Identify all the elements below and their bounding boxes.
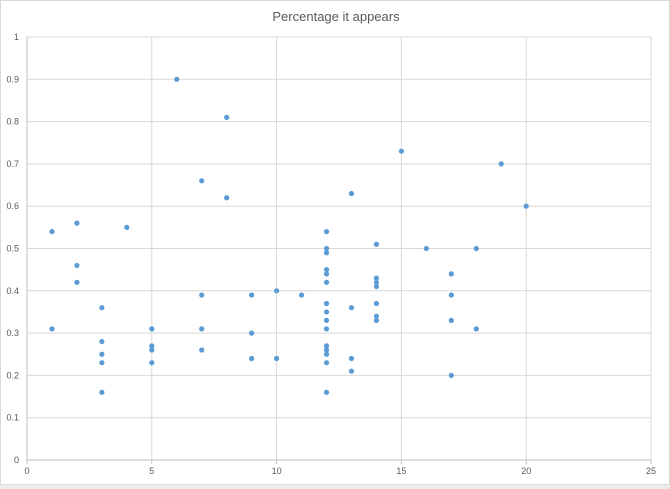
y-tick-label: 0.5: [6, 244, 19, 254]
data-point: [274, 355, 280, 362]
data-point: [323, 267, 330, 273]
data-point: [348, 355, 355, 362]
data-point: [149, 326, 155, 332]
data-point: [149, 343, 155, 349]
data-point: [323, 228, 330, 235]
y-axis-ticks: 0 0.1 0.2 0.3 0.4 0.5 0.6 0.7 0.8 0.9 1: [6, 32, 19, 465]
y-tick-label: 0.8: [6, 117, 19, 127]
data-point: [99, 389, 105, 395]
data-point: [473, 326, 479, 332]
y-tick-label: 0.4: [6, 286, 19, 296]
y-tick-label: 1: [14, 32, 19, 42]
data-point: [298, 292, 305, 298]
gridlines: [27, 36, 652, 460]
data-point: [323, 300, 330, 307]
y-tick-label: 0.2: [6, 370, 19, 380]
data-point: [448, 271, 454, 277]
x-tick-label: 0: [24, 466, 29, 476]
data-point: [323, 351, 330, 357]
data-point: [373, 283, 380, 290]
data-point: [348, 305, 355, 311]
y-tick-label: 0.9: [6, 74, 19, 84]
data-point: [99, 360, 105, 366]
data-point: [498, 161, 504, 167]
data-point: [49, 326, 55, 332]
data-point: [74, 220, 80, 226]
data-point: [323, 279, 330, 285]
data-point: [348, 368, 355, 374]
data-point: [323, 271, 330, 277]
data-point: [323, 245, 330, 252]
x-tick-label: 20: [521, 466, 531, 476]
data-point: [473, 245, 479, 252]
data-point: [323, 347, 330, 353]
data-point: [448, 317, 454, 324]
data-point: [249, 330, 255, 336]
data-point: [373, 313, 380, 319]
window-bottom-edge: [0, 485, 670, 489]
data-point: [523, 203, 529, 209]
data-point: [174, 76, 180, 82]
data-point: [99, 338, 105, 345]
data-point: [149, 347, 155, 353]
x-tick-label: 15: [396, 466, 406, 476]
data-point: [124, 224, 130, 230]
data-point: [398, 148, 404, 154]
data-point: [323, 389, 330, 395]
data-point: [323, 360, 330, 366]
data-point: [323, 343, 330, 349]
chart-title: Percentage it appears: [272, 9, 400, 24]
x-axis-ticks: 0 5 10 15 20 25: [24, 466, 656, 476]
data-point: [373, 317, 380, 324]
data-point: [224, 195, 230, 201]
y-tick-label: 0: [14, 455, 19, 465]
data-point: [199, 326, 205, 332]
y-tick-label: 0.7: [6, 159, 19, 169]
data-point: [199, 347, 205, 353]
data-point: [199, 292, 205, 298]
data-point: [249, 355, 255, 362]
y-tick-label: 0.3: [6, 328, 19, 338]
axes: [26, 37, 652, 464]
data-point: [373, 275, 380, 281]
data-point: [323, 309, 330, 315]
data-point: [149, 360, 155, 366]
data-point: [323, 317, 330, 324]
data-point: [373, 241, 380, 247]
data-point: [274, 288, 280, 294]
y-tick-label: 0.6: [6, 201, 19, 211]
data-point: [348, 190, 355, 197]
data-point: [323, 326, 330, 332]
x-tick-label: 10: [272, 466, 282, 476]
data-point: [99, 351, 105, 357]
data-point: [74, 279, 80, 285]
data-point: [49, 228, 55, 235]
data-series: [49, 76, 529, 395]
data-point: [373, 279, 380, 285]
x-tick-label: 5: [149, 466, 154, 476]
data-point: [323, 250, 330, 256]
data-point: [74, 262, 80, 269]
data-point: [448, 372, 454, 378]
data-point: [373, 300, 380, 307]
data-point: [99, 305, 105, 311]
data-point: [423, 245, 429, 252]
x-tick-label: 25: [646, 466, 656, 476]
data-point: [199, 178, 205, 184]
data-point: [224, 114, 230, 120]
data-point: [448, 292, 454, 298]
y-tick-label: 0.1: [6, 413, 19, 423]
data-point: [249, 292, 255, 298]
